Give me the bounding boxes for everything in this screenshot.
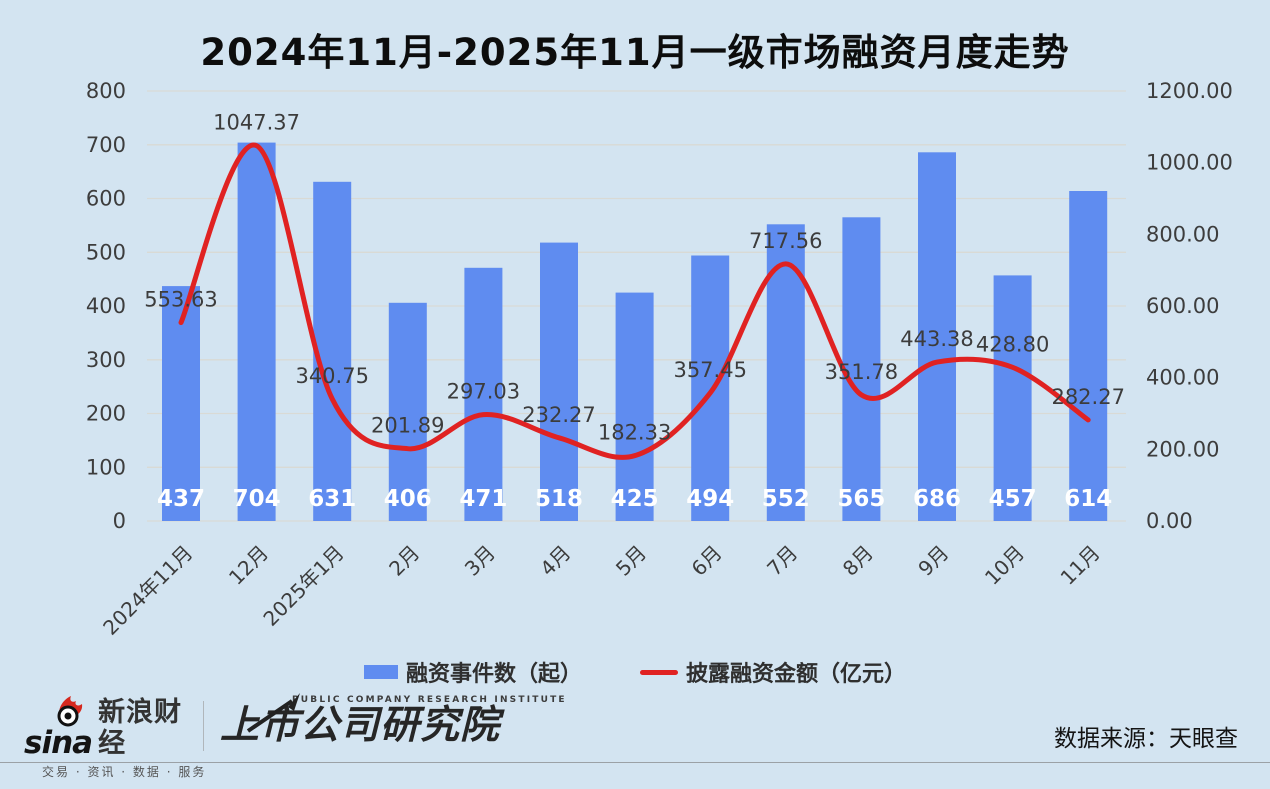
- institute-subtitle: PUBLIC COMPANY RESEARCH INSTITUTE: [292, 695, 567, 705]
- bar[interactable]: [993, 275, 1032, 521]
- legend: 融资事件数（起） 披露融资金额（亿元）: [0, 654, 1270, 690]
- line-value-label: 351.78: [825, 360, 898, 384]
- right-axis-tick: 1200.00: [1146, 79, 1233, 103]
- line-value-label: 297.03: [447, 380, 520, 404]
- line-value-label: 553.63: [144, 288, 217, 312]
- category-label: 12月: [224, 541, 273, 590]
- sina-logo-row: sina 新浪财经: [24, 697, 199, 759]
- left-axis-tick: 500: [86, 240, 126, 264]
- category-label: 2月: [384, 541, 424, 581]
- left-axis-tick: 400: [86, 294, 126, 318]
- bar-value-label: 704: [233, 486, 281, 512]
- institute-logo: PUBLIC COMPANY RESEARCH INSTITUTE 上市公司研究…: [220, 693, 567, 748]
- category-label: 9月: [913, 541, 953, 581]
- up-arrow-icon: [246, 693, 300, 733]
- right-axis-tick: 200.00: [1146, 437, 1219, 461]
- category-label: 11月: [1056, 541, 1105, 590]
- bar[interactable]: [313, 181, 352, 522]
- line-value-label: 282.27: [1051, 385, 1124, 409]
- bar[interactable]: [1069, 191, 1108, 521]
- category-label: 7月: [762, 541, 802, 581]
- bar[interactable]: [464, 267, 503, 521]
- category-label: 3月: [460, 541, 500, 581]
- line-series-label: 披露融资金额（亿元）: [686, 662, 907, 687]
- left-axis-tick: 200: [86, 402, 126, 426]
- category-label: 5月: [611, 541, 651, 581]
- bar[interactable]: [918, 152, 956, 522]
- bar-value-label: 631: [308, 486, 356, 512]
- bar-value-label: 518: [535, 486, 583, 512]
- sina-finance-logo: sina 新浪财经 交易 · 资讯 · 数据 · 服务: [24, 696, 207, 780]
- data-source: 数据来源：天眼查: [1054, 726, 1238, 752]
- category-label: 4月: [535, 541, 575, 581]
- category-label: 10月: [980, 541, 1029, 590]
- line-value-label: 1047.37: [213, 111, 300, 135]
- line-value-label: 428.80: [976, 332, 1049, 356]
- left-axis-tick: 100: [86, 455, 126, 479]
- right-axis-tick: 400.00: [1146, 366, 1219, 390]
- bar-value-label: 471: [459, 486, 507, 512]
- bar-value-label: 565: [837, 486, 885, 512]
- category-label: 8月: [838, 541, 878, 581]
- bar-value-label: 614: [1064, 486, 1112, 512]
- legend-item-line: 披露融资金额（亿元）: [640, 656, 906, 688]
- sina-brand-text: 新浪财经: [98, 697, 183, 760]
- bar[interactable]: [540, 242, 578, 521]
- right-axis-tick: 800.00: [1146, 222, 1219, 246]
- left-axis-tick: 800: [86, 79, 126, 103]
- bar[interactable]: [615, 292, 654, 521]
- line-series-swatch: [640, 669, 678, 675]
- right-axis-tick: 600.00: [1146, 294, 1219, 318]
- bar[interactable]: [691, 255, 730, 522]
- chart-title: 2024年11月-2025年11月一级市场融资月度走势: [200, 31, 1070, 74]
- line-value-label: 443.38: [900, 327, 973, 351]
- right-axis-tick: 0.00: [1146, 509, 1193, 533]
- sina-eye-flame-icon: [57, 696, 83, 727]
- bar-value-label: 552: [762, 486, 810, 512]
- footer-rule: [0, 762, 1270, 763]
- bar[interactable]: [237, 142, 276, 521]
- bar[interactable]: [842, 217, 881, 522]
- institute-name: 上市公司研究院: [220, 703, 501, 748]
- bar-value-label: 437: [157, 486, 205, 512]
- left-axis-tick: 300: [86, 348, 126, 372]
- line-value-label: 182.33: [598, 421, 671, 445]
- bar-series-swatch: [363, 665, 398, 679]
- left-axis-tick: 700: [86, 133, 126, 157]
- line-value-label: 340.75: [295, 364, 368, 388]
- left-axis-tick: 0: [113, 509, 126, 533]
- line-value-label: 232.27: [522, 403, 595, 427]
- bar-series-label: 融资事件数（起）: [405, 662, 582, 687]
- bar-value-label: 425: [611, 486, 659, 512]
- left-axis-tick: 600: [86, 187, 126, 211]
- footer: sina 新浪财经 交易 · 资讯 · 数据 · 服务 PUBLIC COMPA…: [0, 693, 1270, 789]
- bar-value-label: 457: [989, 486, 1037, 512]
- sina-wordmark: sina: [24, 725, 93, 762]
- line-series[interactable]: [178, 142, 1091, 460]
- bar[interactable]: [162, 286, 200, 521]
- right-axis-tick: 1000.00: [1146, 151, 1233, 175]
- combo-chart: 0 100 200 300 400 500 600 700 800 0.00 200.00 400.0…: [86, 79, 1233, 640]
- bar-value-label: 406: [384, 486, 432, 512]
- category-label: 6月: [687, 541, 727, 581]
- line-value-label: 717.56: [749, 229, 822, 253]
- bar-value-label: 686: [913, 486, 961, 512]
- bar-value-label: 494: [686, 486, 734, 512]
- line-value-label: 357.45: [673, 358, 746, 382]
- sina-tagline: 交易 · 资讯 · 数据 · 服务: [42, 765, 207, 780]
- line-value-label: 201.89: [371, 414, 444, 438]
- category-label: 2024年11月: [98, 541, 197, 640]
- category-label: 2025年1月: [258, 541, 348, 631]
- legend-item-bar: 融资事件数（起）: [363, 656, 582, 688]
- footer-divider: [203, 701, 204, 751]
- bar[interactable]: [388, 302, 427, 521]
